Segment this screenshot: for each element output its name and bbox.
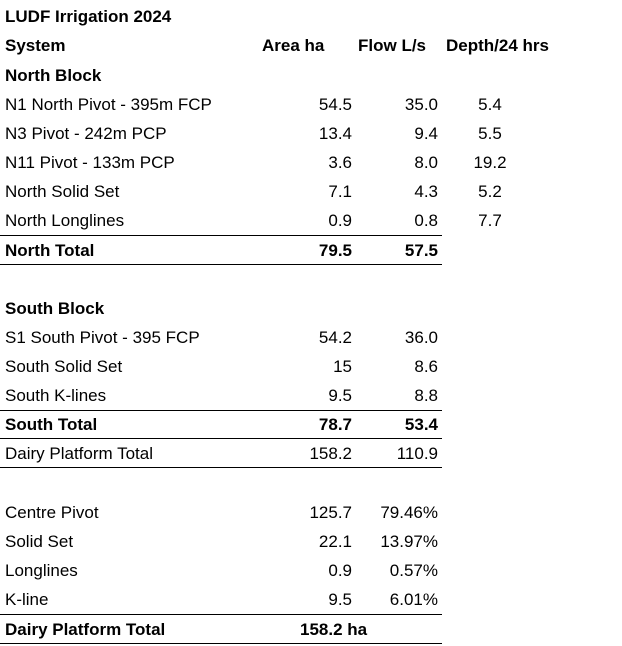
header-system: System xyxy=(5,36,66,55)
system-name: North Solid Set xyxy=(5,182,120,201)
south-block-heading: South Block xyxy=(5,299,105,318)
area-value: 22.1 xyxy=(318,532,352,551)
summary-row: Solid Set 22.1 13.97% xyxy=(0,527,622,556)
divider xyxy=(0,643,442,644)
system-type: Centre Pivot xyxy=(5,503,99,522)
total-area: 78.7 xyxy=(318,415,352,434)
area-value: 3.6 xyxy=(328,153,352,172)
table-row: North Solid Set 7.1 4.3 5.2 xyxy=(0,177,622,206)
depth-value: 7.7 xyxy=(478,211,502,230)
flow-value: 8.8 xyxy=(414,386,438,405)
area-value: 0.9 xyxy=(328,211,352,230)
area-value: 13.4 xyxy=(318,124,352,143)
area-value: 9.5 xyxy=(328,590,352,609)
area-value: 125.7 xyxy=(309,503,352,522)
total-flow: 110.9 xyxy=(396,444,438,463)
header-flow: Flow L/s xyxy=(358,36,426,55)
depth-value: 5.2 xyxy=(478,182,502,201)
area-value: 9.5 xyxy=(328,386,352,405)
divider xyxy=(0,614,442,615)
table-row: N1 North Pivot - 395m FCP 54.5 35.0 5.4 xyxy=(0,90,622,119)
summary-row: Centre Pivot 125.7 79.46% xyxy=(0,498,622,527)
area-value: 0.9 xyxy=(328,561,352,580)
system-type: Solid Set xyxy=(5,532,74,551)
divider xyxy=(0,438,442,439)
header-row: System Area ha Flow L/s Depth/24 hrs xyxy=(0,31,622,60)
table-row: North Longlines 0.9 0.8 7.7 xyxy=(0,206,622,235)
area-value: 7.1 xyxy=(328,182,352,201)
area-value: 15 xyxy=(333,357,352,376)
north-block-heading: North Block xyxy=(5,66,102,85)
total-area: 79.5 xyxy=(318,241,352,260)
system-name: N1 North Pivot - 395m FCP xyxy=(5,95,212,114)
system-name: N3 Pivot - 242m PCP xyxy=(5,124,167,143)
area-value: 54.2 xyxy=(318,328,352,347)
share-percent: 13.97% xyxy=(380,532,438,551)
depth-value: 5.5 xyxy=(478,124,502,143)
system-name: South K-lines xyxy=(5,386,107,405)
total-area: 158.2 ha xyxy=(300,620,368,639)
table-row: N11 Pivot - 133m PCP 3.6 8.0 19.2 xyxy=(0,148,622,177)
divider xyxy=(0,235,442,236)
summary-row: K-line 9.5 6.01% xyxy=(0,585,622,614)
header-area: Area ha xyxy=(262,36,325,55)
south-heading-row: South Block xyxy=(0,294,622,323)
system-name: S1 South Pivot - 395 FCP xyxy=(5,328,200,347)
header-depth: Depth/24 hrs xyxy=(446,36,549,55)
flow-value: 4.3 xyxy=(414,182,438,201)
table-row: South Solid Set 15 8.6 xyxy=(0,352,622,381)
north-total-row: North Total 79.5 57.5 xyxy=(0,236,622,265)
flow-value: 9.4 xyxy=(414,124,438,143)
summary-row: Longlines 0.9 0.57% xyxy=(0,556,622,585)
table-row: South K-lines 9.5 8.8 xyxy=(0,381,622,410)
system-name: North Longlines xyxy=(5,211,125,230)
flow-value: 35.0 xyxy=(404,95,438,114)
depth-value: 19.2 xyxy=(473,153,507,172)
total-label: Dairy Platform Total xyxy=(5,444,154,463)
share-percent: 6.01% xyxy=(389,590,438,609)
flow-value: 8.6 xyxy=(414,357,438,376)
south-total-row: South Total 78.7 53.4 xyxy=(0,410,622,439)
divider xyxy=(0,410,442,411)
total-label: Dairy Platform Total xyxy=(5,620,166,639)
total-flow: 57.5 xyxy=(404,241,438,260)
share-percent: 79.46% xyxy=(380,503,438,522)
title-row: LUDF Irrigation 2024 xyxy=(0,2,622,31)
total-label: South Total xyxy=(5,415,98,434)
share-percent: 0.57% xyxy=(389,561,438,580)
sheet-title: LUDF Irrigation 2024 xyxy=(5,7,172,26)
table-row: N3 Pivot - 242m PCP 13.4 9.4 5.5 xyxy=(0,119,622,148)
system-type: K-line xyxy=(5,590,49,609)
north-heading-row: North Block xyxy=(0,61,622,90)
dairy-total-row: Dairy Platform Total 158.2 110.9 xyxy=(0,439,622,468)
divider xyxy=(0,467,442,468)
total-flow: 53.4 xyxy=(404,415,438,434)
total-area: 158.2 xyxy=(309,444,352,463)
total-label: North Total xyxy=(5,241,95,260)
flow-value: 36.0 xyxy=(404,328,438,347)
depth-value: 5.4 xyxy=(478,95,502,114)
system-type: Longlines xyxy=(5,561,78,580)
system-name: South Solid Set xyxy=(5,357,123,376)
area-value: 54.5 xyxy=(318,95,352,114)
flow-value: 0.8 xyxy=(414,211,438,230)
flow-value: 8.0 xyxy=(414,153,438,172)
summary-total-row: Dairy Platform Total 158.2 ha xyxy=(0,615,622,644)
table-row: S1 South Pivot - 395 FCP 54.2 36.0 xyxy=(0,323,622,352)
divider xyxy=(0,264,442,265)
system-name: N11 Pivot - 133m PCP xyxy=(5,153,175,172)
